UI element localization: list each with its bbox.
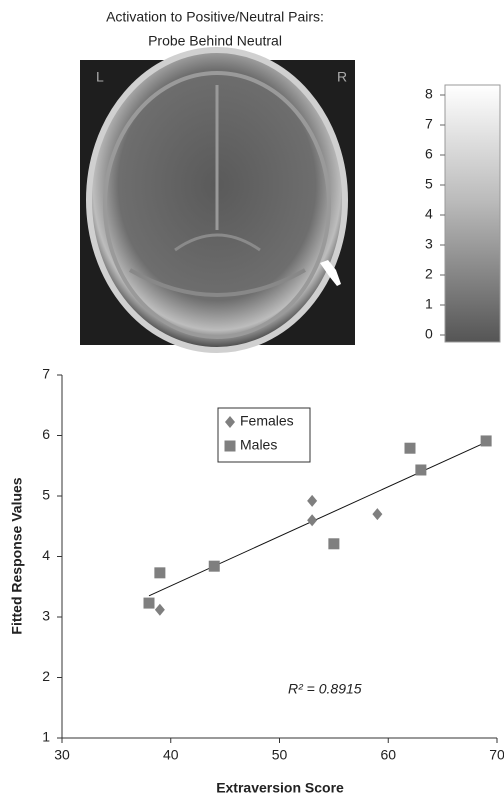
y-tick-label: 2 bbox=[42, 668, 50, 684]
square-point bbox=[415, 464, 427, 476]
y-tick-label: 6 bbox=[42, 426, 50, 442]
x-tick-label: 50 bbox=[272, 747, 288, 763]
brain-image: L R bbox=[80, 47, 355, 353]
colorbar-tick-label: 4 bbox=[425, 206, 433, 222]
diamond-point bbox=[307, 494, 318, 507]
square-point bbox=[208, 560, 220, 572]
y-tick-label: 4 bbox=[42, 547, 50, 563]
square-point bbox=[480, 435, 492, 447]
colorbar-tick-label: 0 bbox=[425, 326, 433, 342]
brain-label: L bbox=[96, 69, 104, 85]
square-point bbox=[143, 597, 155, 609]
y-tick-label: 5 bbox=[42, 487, 50, 503]
brain-label: R bbox=[337, 69, 347, 85]
y-tick-label: 3 bbox=[42, 608, 50, 624]
x-tick-label: 60 bbox=[380, 747, 396, 763]
y-axis-label: Fitted Response Values bbox=[9, 477, 25, 634]
x-axis-label: Extraversion Score bbox=[216, 780, 344, 796]
colorbar-tick-label: 6 bbox=[425, 146, 433, 162]
legend-marker bbox=[225, 416, 235, 428]
legend bbox=[217, 407, 311, 463]
colorbar-tick-label: 5 bbox=[425, 176, 433, 192]
legend-label: Males bbox=[240, 437, 277, 453]
diamond-point bbox=[154, 603, 165, 616]
colorbar-tick-label: 3 bbox=[425, 236, 433, 252]
x-tick-label: 70 bbox=[489, 747, 504, 763]
title-line: Probe Behind Neutral bbox=[148, 33, 282, 49]
y-tick-label: 7 bbox=[42, 366, 50, 382]
square-point bbox=[154, 567, 166, 579]
colorbar-tick-label: 1 bbox=[425, 296, 433, 312]
legend-label: Females bbox=[240, 413, 294, 429]
trendline bbox=[148, 441, 487, 597]
annotation: R² = 0.8915 bbox=[288, 681, 362, 697]
colorbar-tick-label: 8 bbox=[425, 86, 433, 102]
diamond-point bbox=[372, 508, 383, 521]
diamond-point bbox=[307, 514, 318, 527]
colorbar-tick-label: 7 bbox=[425, 116, 433, 132]
x-tick-label: 30 bbox=[54, 747, 70, 763]
legend-marker bbox=[224, 440, 236, 452]
colorbar-tick-label: 2 bbox=[425, 266, 433, 282]
x-tick-label: 40 bbox=[163, 747, 179, 763]
square-point bbox=[404, 442, 416, 454]
title-line: Activation to Positive/Neutral Pairs: bbox=[106, 9, 324, 25]
y-tick-label: 1 bbox=[42, 729, 50, 745]
square-point bbox=[328, 538, 340, 550]
colorbar bbox=[444, 84, 501, 343]
